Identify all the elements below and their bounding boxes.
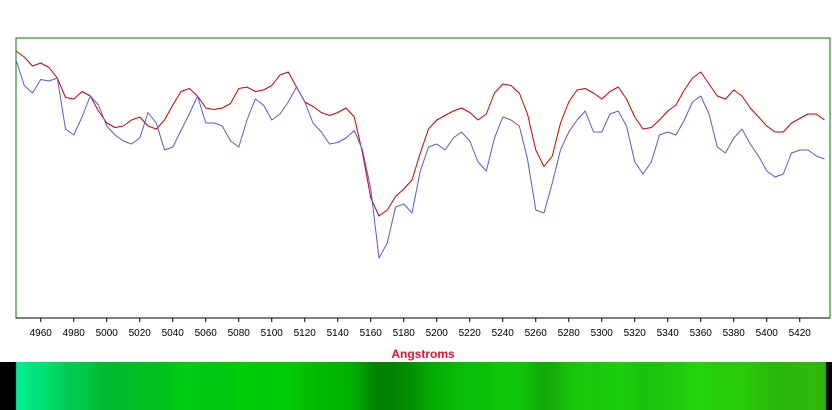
x-tick-label: 5080 <box>228 328 251 339</box>
x-tick-label: 5280 <box>558 328 581 339</box>
x-tick-label: 5200 <box>426 328 449 339</box>
x-tick-label: 5340 <box>657 328 680 339</box>
series-line-2 <box>15 59 825 259</box>
x-tick-label: 5220 <box>459 328 482 339</box>
x-tick-label: 5240 <box>492 328 515 339</box>
x-tick-label: 5180 <box>393 328 416 339</box>
x-tick-label: 4960 <box>30 328 53 339</box>
x-axis-ticks: 4960 4980 5000 5020 5040 5060 5080 5100 5120 5140… <box>30 318 812 339</box>
spectrum-chart: 4960 4980 5000 5020 5040 5060 5080 5100 5120 5140… <box>15 37 831 361</box>
x-tick-label: 5300 <box>591 328 614 339</box>
x-tick-label: 5260 <box>525 328 548 339</box>
x-tick-label: 5000 <box>96 328 119 339</box>
x-tick-label: 5140 <box>327 328 350 339</box>
x-tick-label: 5160 <box>360 328 383 339</box>
x-tick-label: 5060 <box>195 328 218 339</box>
x-tick-label: 5360 <box>690 328 713 339</box>
x-tick-label: 4980 <box>63 328 86 339</box>
x-tick-label: 5380 <box>723 328 746 339</box>
x-axis-title: Angstroms <box>391 347 455 361</box>
plot-frame <box>15 37 831 319</box>
x-tick-label: 5020 <box>129 328 152 339</box>
x-tick-label: 5040 <box>162 328 185 339</box>
x-tick-label: 5120 <box>294 328 317 339</box>
spectrum-color-strip <box>0 362 832 410</box>
x-tick-label: 5320 <box>624 328 647 339</box>
series-group <box>15 50 825 259</box>
x-tick-label: 5420 <box>789 328 812 339</box>
series-line-1 <box>15 50 825 217</box>
x-tick-label: 5100 <box>261 328 284 339</box>
x-tick-label: 5400 <box>756 328 779 339</box>
